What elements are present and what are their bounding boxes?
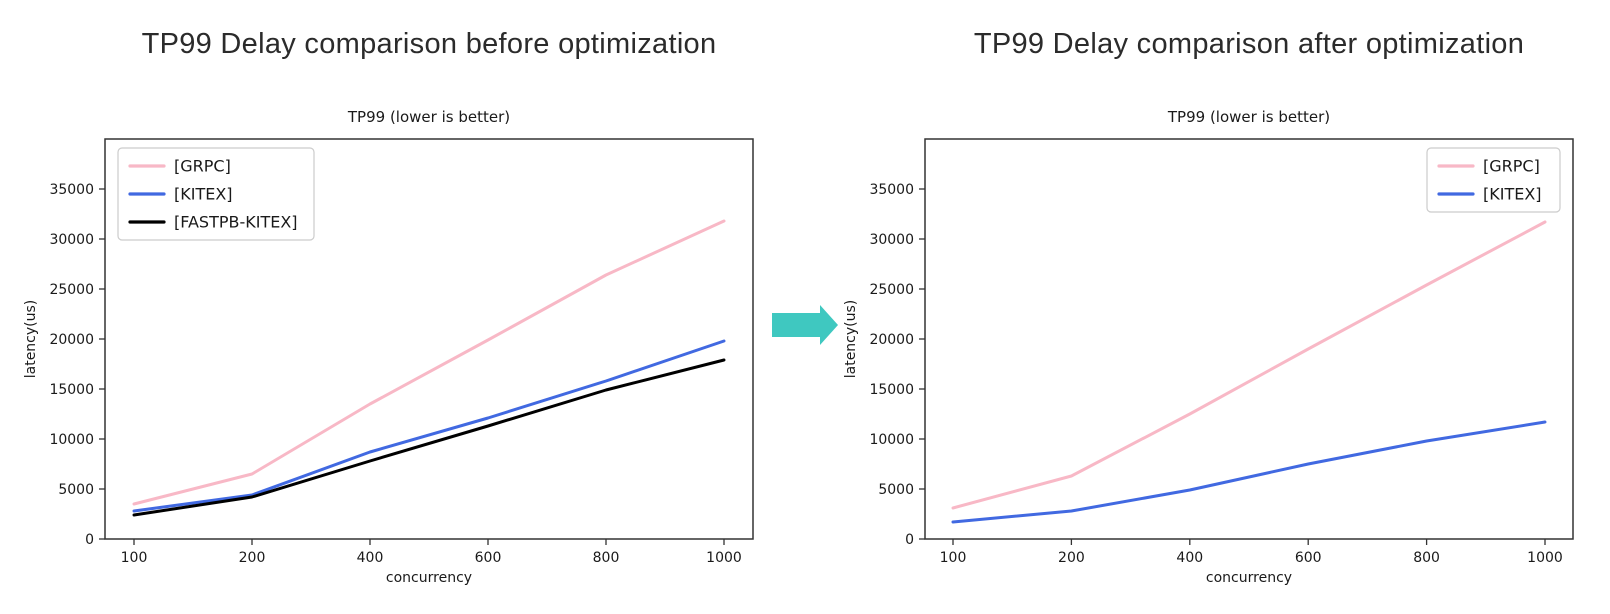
x-tick-label: 800 — [593, 550, 620, 566]
y-tick-label: 30000 — [49, 232, 94, 248]
y-tick-label: 30000 — [869, 232, 914, 248]
y-tick-label: 5000 — [58, 482, 94, 498]
legend-label: [KITEX] — [174, 185, 233, 204]
x-tick-label: 800 — [1413, 550, 1440, 566]
x-tick-label: 400 — [357, 550, 384, 566]
legend-label: [GRPC] — [1483, 157, 1540, 176]
legend-box — [117, 147, 315, 241]
series-line-grpc — [951, 220, 1547, 510]
y-axis-label: latency(us) — [23, 300, 39, 379]
chart-before: TP99 (lower is better) 0 5000 10000 15000 200… — [23, 108, 754, 586]
x-tick-label: 1000 — [1527, 550, 1563, 566]
y-tick-label: 25000 — [869, 282, 914, 298]
y-axis-label: latency(us) — [843, 300, 859, 379]
series-line-kitex — [132, 339, 726, 513]
y-tick-label: 35000 — [49, 182, 94, 198]
x-tick-label: 200 — [239, 550, 266, 566]
y-tick-label: 35000 — [869, 182, 914, 198]
legend-box — [1426, 147, 1561, 213]
x-tick-label: 100 — [940, 550, 967, 566]
legend-label: [FASTPB-KITEX] — [174, 213, 298, 232]
series-line-grpc — [132, 219, 726, 506]
x-tick-label: 200 — [1058, 550, 1085, 566]
arrow-column — [770, 0, 840, 356]
legend-label: [KITEX] — [1483, 185, 1542, 204]
y-tick-label: 10000 — [869, 432, 914, 448]
heading-after: TP99 Delay comparison after optimization — [973, 28, 1525, 60]
y-tick-label: 20000 — [869, 332, 914, 348]
panel-after: TP99 Delay comparison after optimization… — [840, 0, 1610, 614]
x-axis-label: concurrency — [1206, 570, 1292, 586]
chart-title: TP99 (lower is better) — [347, 108, 510, 126]
chart-after: TP99 (lower is better) 0 5000 10000 15000 200… — [843, 108, 1574, 586]
arrow-right-icon — [772, 305, 838, 345]
x-tick-label: 600 — [1295, 550, 1322, 566]
heading-before: TP99 Delay comparison before optimizatio… — [141, 28, 717, 60]
x-axis-label: concurrency — [386, 570, 472, 586]
x-tick-label: 600 — [475, 550, 502, 566]
x-tick-label: 400 — [1176, 550, 1203, 566]
y-tick-label: 0 — [85, 532, 94, 548]
chart-title: TP99 (lower is better) — [1167, 108, 1330, 126]
x-tick-label: 1000 — [706, 550, 742, 566]
y-tick-label: 0 — [905, 532, 914, 548]
series-line-kitex — [951, 420, 1547, 524]
y-tick-label: 10000 — [49, 432, 94, 448]
y-tick-label: 15000 — [869, 382, 914, 398]
legend-label: [GRPC] — [174, 157, 231, 176]
series-line-fastpb-kitex — [132, 358, 726, 517]
x-tick-label: 100 — [121, 550, 148, 566]
y-tick-label: 20000 — [49, 332, 94, 348]
y-tick-label: 15000 — [49, 382, 94, 398]
y-tick-label: 5000 — [878, 482, 914, 498]
y-tick-label: 25000 — [49, 282, 94, 298]
panel-before: TP99 Delay comparison before optimizatio… — [0, 0, 770, 614]
